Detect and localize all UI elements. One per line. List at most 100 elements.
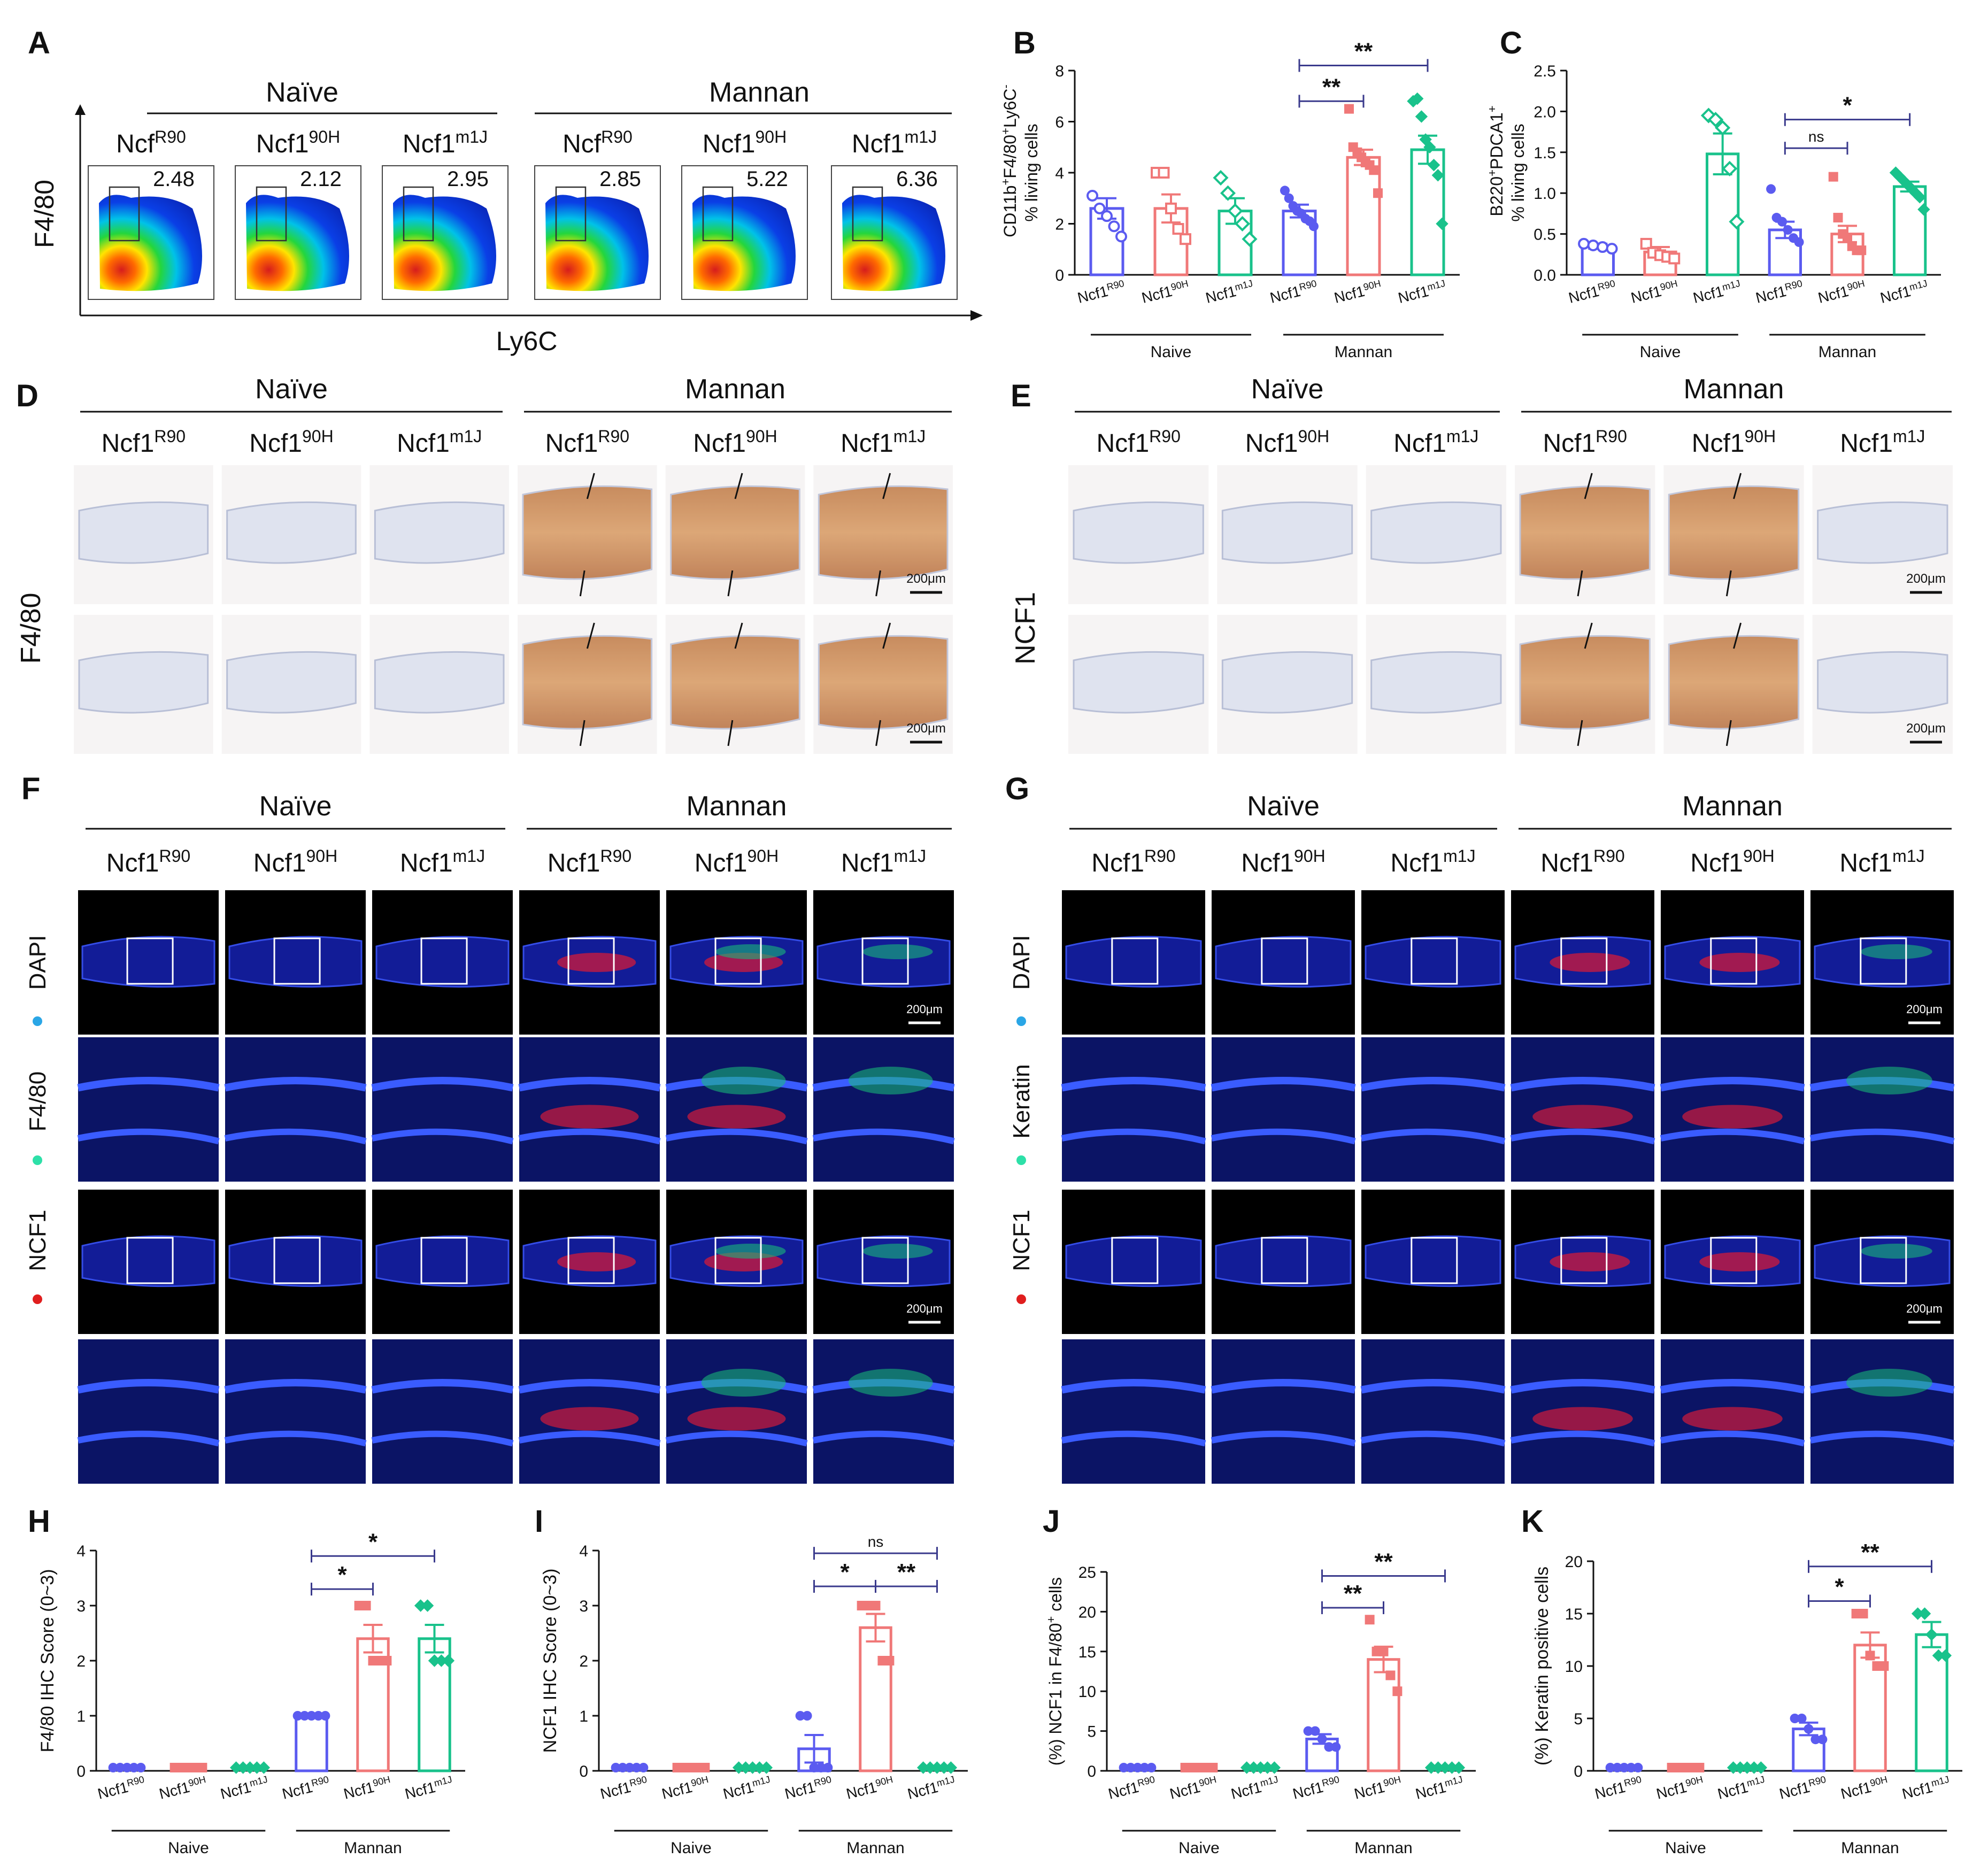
if-zoom-box-2-2 [420,1237,468,1284]
chart-H-group-0: Naive [168,1839,209,1857]
chart-B-sig-label-0: ** [1322,74,1341,100]
chart-J-xtick-label-2-sup: m1J [1259,1774,1280,1789]
if-zoom-layer-b-3-0 [1061,1430,1206,1447]
if-red-0-4 [1699,953,1780,972]
chart-C-ytick-label-4: 2.0 [1534,103,1556,121]
chart-K-xtick-label-3-base: Ncf1 [1777,1779,1811,1802]
chart-C-xtick-label-2-sup: m1J [1721,278,1742,293]
chart-J-point-0-4 [1146,1763,1157,1772]
panel-G-genotype-1-base: Ncf1 [1241,849,1294,877]
ihc-section-1-0 [1073,651,1204,714]
ihc-arrow-a-0-5 [882,473,891,499]
chart-B-ytick-label-1: 2 [1055,216,1064,234]
chart-J-xtick-label-3-base: Ncf1 [1291,1779,1324,1802]
chart-I-xtick-label-3-base: Ncf1 [783,1779,816,1802]
chart-H-xtick-label-0: Ncf1R90 [96,1774,147,1802]
panel-E-genotype-4-base: Ncf1 [1692,429,1745,458]
if-zoom-red-3-3 [1532,1407,1633,1431]
panel-D-genotype-5-base: Ncf1 [841,429,893,458]
if-zoom-red-3-4 [687,1407,786,1431]
if-green-0-4 [715,944,786,959]
panel-F-letter: F [21,772,40,806]
panel-D-genotype-5-sup: m1J [893,427,926,446]
chart-I-ytick-label-1: 1 [579,1708,588,1725]
chart-J-point-5-4 [1452,1761,1466,1774]
chart-B-point-4-6 [1369,165,1379,175]
panel-F-channel-dot-1 [33,1155,42,1165]
chart-C-ylabel-part-0: B220 [1487,176,1506,217]
ihc-section-1-3 [1519,635,1651,730]
chart-B-bar-4 [1346,156,1381,276]
if-zoom-box-2-3 [1560,1237,1608,1284]
if-zoom-red-1-4 [687,1105,786,1129]
chart-K-xtick-label-1-sup: 90H [1684,1774,1704,1788]
if-zoom-box-2-3 [567,1237,615,1284]
if-zoom-layer-a-3-0 [1061,1379,1206,1394]
if-zoom-red-3-4 [1682,1407,1783,1431]
chart-J-ytick-label-0: 0 [1087,1763,1096,1780]
chart-C-xtick-label-4-sup: 90H [1846,278,1866,292]
chart-I-point-4-4 [884,1656,895,1665]
ihc-arrow-b-1-4 [727,720,734,746]
chart-B-xtick-label-2-base: Ncf1 [1204,283,1238,306]
chart-B-point-2-4 [1242,231,1258,247]
if-zoom-layer-b-3-5 [812,1430,955,1447]
chart-I-point-0-4 [638,1763,649,1772]
panel-D-genotype-1-base: Ncf1 [249,429,302,458]
chart-H-xtick-label-1: Ncf190H [157,1774,209,1802]
panel-A-genotype-3-base: Ncf [563,130,602,158]
ihc-arrow-b-1-4 [1725,720,1732,746]
panel-E-letter: E [1011,379,1031,413]
if-tissue-0-5 [1814,936,1951,988]
panel-D-group-1: Mannan [685,374,785,405]
panel-G-genotype-5: Ncf1m1J [1839,846,1924,877]
panel-F-channel-1: F4/80 [25,1071,51,1132]
chart-H-letter: H [28,1504,50,1539]
chart-K-point-3-1 [1797,1714,1807,1723]
chart-H-xtick-label-2-sup: m1J [249,1774,269,1789]
chart-B-xtick-label-1-base: Ncf1 [1140,283,1174,306]
panel-A-y-arrow [75,104,86,115]
if-zoom-field-3-5 [1810,1339,1954,1484]
chart-K-ytick-label-4: 20 [1565,1553,1583,1571]
chart-J-xtick-label-0-sup: R90 [1136,1774,1156,1788]
ihc-arrow-b-0-4 [727,570,734,597]
panel-E-genotype-5: Ncf1m1J [1840,427,1925,458]
panel-F-genotype-1: Ncf190H [253,846,337,877]
panel-G-channel-0: DAPI [1008,935,1035,990]
chart-B-point-5-0 [1407,95,1420,107]
flow-gate-value-5: 6.36 [896,167,938,191]
chart-I-sig-label-1: ** [897,1559,916,1585]
chart-J-xtick-label-3: Ncf1R90 [1291,1774,1342,1802]
if-zoom-box-0-4 [714,937,762,985]
chart-K-ytick-label-1: 5 [1574,1710,1583,1728]
chart-K-point-0-3 [1626,1763,1636,1772]
ihc-arrow-a-1-3 [1584,622,1593,649]
chart-C-sig-label-1: * [1843,92,1852,119]
chart-K-point-5-1 [1918,1607,1931,1620]
chart-K-point-2-3 [1747,1761,1761,1774]
chart-K-point-1-4 [1694,1763,1705,1772]
panel-F-channel-2: NCF1 [25,1210,51,1271]
chart-B-point-4-7 [1373,188,1383,198]
chart-I-point-3-0 [795,1711,805,1721]
panel-D-genotype-1-sup: 90H [302,427,334,446]
if-tissue-0-0 [1065,936,1202,988]
panel-A-genotype-1: Ncf190H [256,127,340,158]
chart-B-xtick-label-4: Ncf190H [1332,278,1384,306]
ihc-arrow-a-0-3 [1584,473,1593,499]
if-zoom-layer-a-3-2 [1360,1379,1506,1394]
chart-K-point-0-2 [1619,1763,1629,1772]
if-zoom-box-0-1 [273,937,321,985]
chart-I-group-0: Naive [671,1839,712,1857]
chart-J-point-0-2 [1132,1763,1143,1772]
ihc-arrow-b-0-3 [1577,570,1583,597]
chart-C-sig-label-0: ns [1808,128,1824,145]
chart-K-ytick-label-2: 10 [1565,1658,1583,1676]
chart-C-point-4-1 [1833,213,1843,223]
if-zoom-green-1-4 [701,1067,786,1094]
panel-D-letter: D [16,379,38,413]
